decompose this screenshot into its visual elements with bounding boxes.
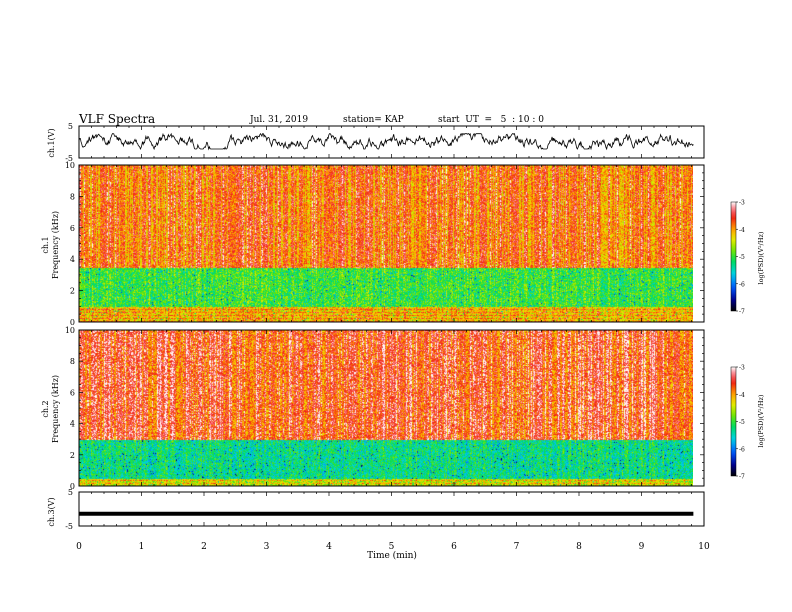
y-tick-label: 6 <box>70 388 75 397</box>
colorbar-2 <box>730 366 737 477</box>
y-tick-label: 2 <box>70 287 75 296</box>
x-tick-label: 10 <box>698 542 710 552</box>
ch3-waveform-ylabel: ch.3(V) <box>47 497 56 526</box>
ch1-waveform-line <box>78 132 694 151</box>
colorbar-tick-label: -3 <box>739 365 745 372</box>
x-tick-label: 4 <box>326 542 332 552</box>
x-tick-label: 8 <box>576 542 582 552</box>
figure-title: VLF Spectra <box>79 112 156 126</box>
x-tick-label: 1 <box>139 542 145 552</box>
y-tick-label: 6 <box>70 224 75 233</box>
ch3-waveform-frame <box>78 491 705 527</box>
y-tick-label: 4 <box>70 255 75 264</box>
x-tick-label: 2 <box>201 542 207 552</box>
colorbar-tick-label: -6 <box>739 446 745 453</box>
ch2-spectrogram-image <box>79 330 693 486</box>
x-tick-label: 7 <box>514 542 520 552</box>
x-tick-label: 0 <box>76 542 82 552</box>
x-tick-label: 9 <box>639 542 645 552</box>
y-tick-label: 0 <box>70 318 75 327</box>
x-tick-label: 6 <box>451 542 457 552</box>
colorbar-tick-label: -5 <box>739 419 745 426</box>
colorbar-tick-label: -5 <box>739 254 745 261</box>
colorbar-tick-label: -6 <box>739 281 745 288</box>
start-ut-label: start UT = 5 : 10 : 0 <box>438 115 544 125</box>
ch2-colorbar-label: log(PSD)(V²/Hz) <box>757 394 765 447</box>
y-tick-label: 10 <box>65 326 75 335</box>
ch1-spectrogram-ylabel-channel: ch.1 <box>41 236 50 253</box>
colorbar-tick-label: -7 <box>739 309 745 316</box>
y-tick-label: 8 <box>70 357 75 366</box>
x-tick-label: 3 <box>264 542 270 552</box>
ch1-spectrogram-image <box>79 165 693 322</box>
y-tick-label: 5 <box>68 122 73 131</box>
colorbar-tick-label: -3 <box>739 200 745 207</box>
y-tick-label: 2 <box>70 451 75 460</box>
y-tick-label: 10 <box>65 161 75 170</box>
ch2-spectrogram-ylabel-frequency: Frequency (kHz) <box>51 375 60 443</box>
colorbar-tick-label: -4 <box>739 227 745 234</box>
ch1-spectrogram-ylabel-frequency: Frequency (kHz) <box>51 211 60 279</box>
x-axis-label: Time (min) <box>367 550 417 561</box>
colorbar-tick-label: -4 <box>739 392 745 399</box>
station-label: station= KAP <box>343 115 404 125</box>
y-tick-label: 8 <box>70 192 75 201</box>
colorbar-1 <box>730 201 737 312</box>
colorbar-tick-label: -7 <box>739 474 745 481</box>
y-tick-label: -5 <box>65 154 73 163</box>
x-tick-label: 5 <box>389 542 395 552</box>
y-tick-label: -5 <box>65 522 73 531</box>
y-tick-label: 4 <box>70 420 75 429</box>
date-label: Jul. 31, 2019 <box>250 115 309 125</box>
ch1-colorbar-label: log(PSD)(V²/Hz) <box>757 231 765 284</box>
ch1-waveform-ylabel: ch.1(V) <box>47 128 56 157</box>
y-tick-label: 5 <box>68 488 73 497</box>
y-tick-label: 0 <box>70 482 75 491</box>
ch2-spectrogram-ylabel-channel: ch.2 <box>41 400 50 417</box>
